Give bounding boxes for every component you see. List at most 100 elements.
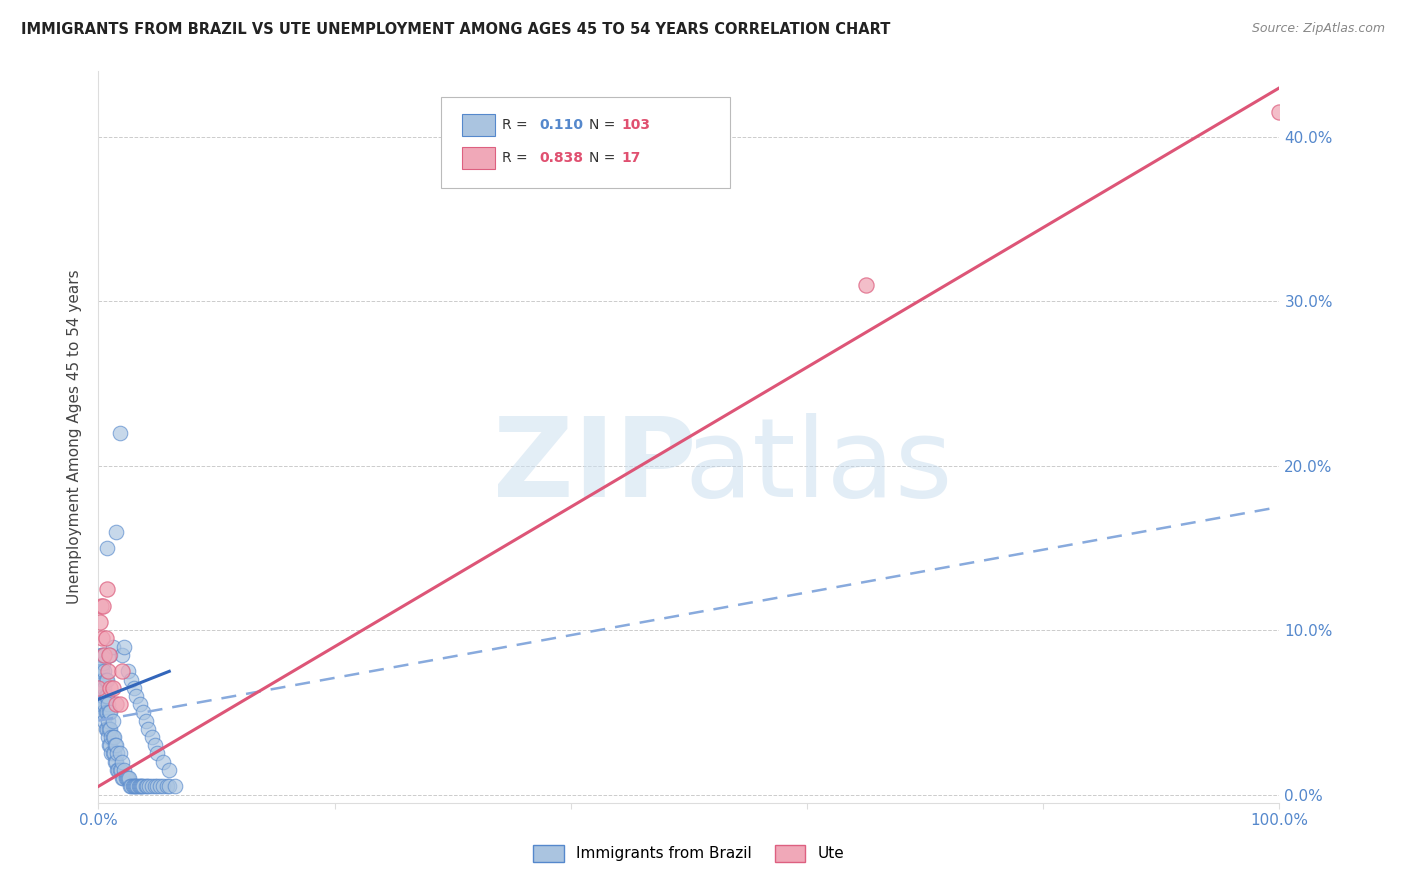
Point xyxy=(94,632,117,646)
Point xyxy=(125,689,148,703)
Point xyxy=(93,697,115,711)
Point xyxy=(1268,105,1291,120)
Point xyxy=(108,747,131,761)
Point xyxy=(101,730,124,744)
Point xyxy=(91,673,114,687)
Point xyxy=(103,747,125,761)
FancyBboxPatch shape xyxy=(463,147,495,169)
Point xyxy=(129,780,152,794)
Point xyxy=(121,673,143,687)
Point xyxy=(101,747,124,761)
Point xyxy=(108,763,131,777)
Point xyxy=(98,739,121,753)
Point xyxy=(101,640,124,654)
Point xyxy=(132,706,155,720)
Point xyxy=(89,615,111,629)
Point xyxy=(97,730,120,744)
Point xyxy=(165,780,187,794)
Point xyxy=(91,656,114,670)
Text: 0.110: 0.110 xyxy=(538,118,583,132)
Point xyxy=(136,722,159,736)
Point xyxy=(90,697,112,711)
Point xyxy=(105,524,128,539)
Point xyxy=(94,722,117,736)
Point xyxy=(135,714,157,728)
Point xyxy=(118,771,141,785)
Point xyxy=(157,780,180,794)
Text: ZIP: ZIP xyxy=(492,413,696,520)
Point xyxy=(115,771,138,785)
Point xyxy=(96,673,118,687)
Point xyxy=(128,780,150,794)
Point xyxy=(121,780,143,794)
Text: R =: R = xyxy=(502,118,529,132)
Point xyxy=(100,747,122,761)
Point xyxy=(90,665,112,679)
Point xyxy=(105,763,128,777)
Point xyxy=(98,648,121,662)
Point xyxy=(98,706,121,720)
Text: Source: ZipAtlas.com: Source: ZipAtlas.com xyxy=(1251,22,1385,36)
Point xyxy=(111,771,134,785)
Point xyxy=(146,780,169,794)
Point xyxy=(111,755,134,769)
Point xyxy=(149,780,172,794)
Text: N =: N = xyxy=(589,152,614,165)
Y-axis label: Unemployment Among Ages 45 to 54 years: Unemployment Among Ages 45 to 54 years xyxy=(67,269,83,605)
Point xyxy=(125,780,148,794)
Point xyxy=(93,665,115,679)
Point xyxy=(93,648,115,662)
Point xyxy=(107,763,129,777)
Point xyxy=(135,780,157,794)
Point xyxy=(94,673,117,687)
Point xyxy=(101,714,124,728)
Point xyxy=(128,780,150,794)
Point xyxy=(96,541,118,555)
Point xyxy=(146,747,169,761)
Point xyxy=(138,780,160,794)
Point xyxy=(110,763,132,777)
Point xyxy=(87,681,110,695)
Point xyxy=(105,697,128,711)
Point xyxy=(120,780,142,794)
Point xyxy=(143,780,166,794)
Point xyxy=(89,665,111,679)
Point xyxy=(93,681,115,695)
Point xyxy=(132,780,155,794)
Point xyxy=(91,648,114,662)
Point xyxy=(94,689,117,703)
Text: IMMIGRANTS FROM BRAZIL VS UTE UNEMPLOYMENT AMONG AGES 45 TO 54 YEARS CORRELATION: IMMIGRANTS FROM BRAZIL VS UTE UNEMPLOYME… xyxy=(21,22,890,37)
Point xyxy=(91,697,114,711)
Point xyxy=(114,771,136,785)
Point xyxy=(98,681,121,695)
Point xyxy=(100,730,122,744)
Point xyxy=(141,780,163,794)
Point xyxy=(143,739,166,753)
Point xyxy=(90,648,112,662)
FancyBboxPatch shape xyxy=(441,97,730,188)
Point xyxy=(122,681,145,695)
Point xyxy=(124,780,146,794)
Point xyxy=(91,706,114,720)
Point xyxy=(152,780,174,794)
Point xyxy=(111,665,134,679)
Point xyxy=(117,771,139,785)
Point xyxy=(91,665,114,679)
Text: R =: R = xyxy=(502,152,529,165)
Point xyxy=(135,780,157,794)
Point xyxy=(104,739,127,753)
Point xyxy=(90,681,112,695)
Point xyxy=(152,755,174,769)
Text: N =: N = xyxy=(589,118,614,132)
Point xyxy=(96,722,118,736)
Point xyxy=(90,599,112,613)
Point xyxy=(91,599,114,613)
Point xyxy=(98,722,121,736)
Point xyxy=(127,780,149,794)
FancyBboxPatch shape xyxy=(463,114,495,136)
Point xyxy=(105,747,128,761)
Point xyxy=(108,697,131,711)
Point xyxy=(98,722,121,736)
Point xyxy=(97,665,120,679)
Point xyxy=(108,425,131,440)
